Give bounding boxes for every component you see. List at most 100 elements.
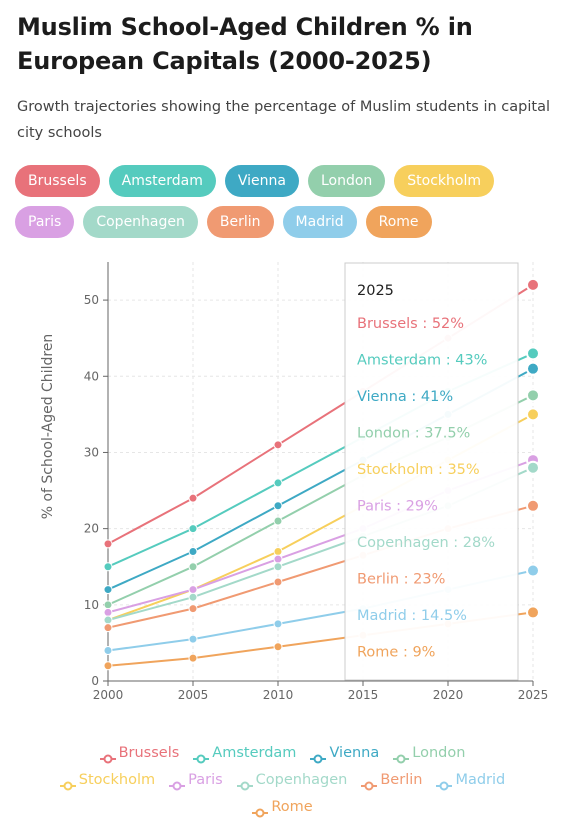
data-point-stockholm: [273, 546, 283, 556]
data-point-copenhagen: [526, 460, 540, 475]
tag-berlin[interactable]: Berlin: [206, 206, 274, 238]
data-point-madrid: [526, 563, 540, 578]
data-point-amsterdam: [526, 346, 540, 361]
legend-label: Madrid: [455, 772, 506, 788]
data-point-stockholm: [526, 407, 540, 422]
y-axis-label: % of School-Aged Children: [40, 334, 56, 520]
tag-london[interactable]: London: [307, 165, 386, 197]
tag-row-2: Paris Copenhagen Berlin Madrid Rome: [15, 206, 555, 238]
tag-vienna[interactable]: Vienna: [224, 165, 299, 197]
data-point-london: [273, 516, 283, 526]
legend-label: Paris: [188, 772, 223, 788]
data-point-berlin: [273, 577, 283, 587]
legend-item-amsterdam[interactable]: Amsterdam: [193, 740, 296, 767]
data-point-rome: [526, 605, 540, 620]
x-tick-label: 2000: [93, 688, 124, 702]
legend-item-madrid[interactable]: Madrid: [436, 767, 505, 794]
data-point-brussels: [526, 277, 540, 292]
data-point-vienna: [103, 585, 113, 595]
legend-label: Amsterdam: [212, 745, 297, 761]
data-point-rome: [273, 642, 283, 652]
x-tick-label: 2010: [263, 688, 294, 702]
tooltip-item: London : 37.5%: [357, 426, 470, 442]
legend-label: Rome: [271, 799, 313, 815]
data-point-brussels: [188, 493, 198, 503]
tag-amsterdam[interactable]: Amsterdam: [108, 165, 216, 197]
tooltip-item: Rome : 9%: [357, 645, 435, 661]
y-tick-label: 50: [84, 293, 99, 307]
data-point-amsterdam: [273, 478, 283, 488]
legend-item-stockholm[interactable]: Stockholm: [59, 767, 155, 794]
legend-item-brussels[interactable]: Brussels: [99, 740, 180, 767]
legend-item-copenhagen[interactable]: Copenhagen: [236, 767, 348, 794]
x-tick-label: 2005: [178, 688, 209, 702]
tooltip-item: Berlin : 23%: [357, 572, 445, 588]
data-point-copenhagen: [188, 592, 198, 602]
data-point-rome: [103, 661, 113, 671]
legend-marker-icon: [252, 802, 269, 817]
data-point-paris: [103, 607, 113, 617]
tag-paris[interactable]: Paris: [15, 206, 75, 238]
tooltip-item: Brussels : 52%: [357, 316, 464, 332]
data-point-brussels: [103, 539, 113, 549]
x-tick-label: 2025: [518, 688, 549, 702]
data-point-paris: [273, 554, 283, 564]
legend-row-3: Rome: [20, 794, 545, 821]
legend-item-rome[interactable]: Rome: [252, 794, 313, 821]
tag-brussels[interactable]: Brussels: [15, 165, 100, 197]
legend-label: Copenhagen: [255, 772, 348, 788]
tag-row-1: Brussels Amsterdam Vienna London Stockho…: [15, 165, 555, 197]
tooltip-title: 2025: [357, 283, 394, 299]
legend-marker-icon: [310, 748, 327, 763]
data-point-rome: [188, 653, 198, 663]
y-tick-label: 10: [84, 598, 99, 612]
tooltip-box: [344, 262, 519, 681]
tooltip-item: Amsterdam : 43%: [357, 353, 487, 369]
x-tick-label: 2015: [348, 688, 379, 702]
legend-marker-icon: [59, 775, 76, 790]
data-point-copenhagen: [103, 615, 113, 625]
tooltip-item: Paris : 29%: [357, 499, 438, 515]
tag-madrid[interactable]: Madrid: [282, 206, 357, 238]
legend-label: Brussels: [118, 745, 180, 761]
data-point-vienna: [188, 546, 198, 556]
tag-rome[interactable]: Rome: [365, 206, 432, 238]
tooltip: 2025 Brussels : 52% Amsterdam : 43% Vienna …: [344, 262, 519, 681]
legend-item-berlin[interactable]: Berlin: [361, 767, 422, 794]
data-point-vienna: [526, 361, 540, 376]
data-point-madrid: [273, 619, 283, 629]
legend-item-vienna[interactable]: Vienna: [310, 740, 379, 767]
series-filter-tags: Brussels Amsterdam Vienna London Stockho…: [15, 165, 555, 247]
legend-marker-icon: [193, 748, 210, 763]
data-point-madrid: [103, 646, 113, 656]
tooltip-item: Vienna : 41%: [357, 389, 453, 405]
data-point-london: [188, 562, 198, 572]
tag-copenhagen[interactable]: Copenhagen: [83, 206, 198, 238]
data-point-amsterdam: [188, 524, 198, 534]
legend-marker-icon: [393, 748, 410, 763]
data-point-paris: [188, 585, 198, 595]
chart-legend: Brussels Amsterdam Vienna London Stockho…: [20, 740, 545, 821]
legend-item-paris[interactable]: Paris: [169, 767, 223, 794]
data-point-berlin: [526, 498, 540, 513]
data-point-vienna: [273, 501, 283, 511]
legend-item-london[interactable]: London: [393, 740, 465, 767]
x-tick-label: 2020: [433, 688, 464, 702]
legend-row-2: Stockholm Paris Copenhagen Berlin Madrid: [20, 767, 545, 794]
tooltip-item: Madrid : 14.5%: [357, 608, 467, 624]
legend-marker-icon: [236, 775, 253, 790]
y-tick-label: 40: [84, 369, 99, 383]
page-subtitle: Growth trajectories showing the percenta…: [17, 99, 550, 141]
data-point-london: [103, 600, 113, 610]
data-point-london: [526, 388, 540, 403]
y-tick-label: 0: [91, 674, 99, 688]
line-chart: 0 10 20 30 40 50 2000 2005 2010 2015 2020 2025 % of …: [40, 262, 549, 702]
legend-marker-icon: [169, 775, 186, 790]
legend-marker-icon: [361, 775, 378, 790]
page-title: Muslim School-Aged Children % in Europea…: [17, 13, 473, 75]
legend-marker-icon: [99, 748, 116, 763]
data-point-brussels: [273, 440, 283, 450]
data-point-amsterdam: [103, 562, 113, 572]
tag-stockholm[interactable]: Stockholm: [394, 165, 495, 197]
data-point-berlin: [188, 604, 198, 614]
